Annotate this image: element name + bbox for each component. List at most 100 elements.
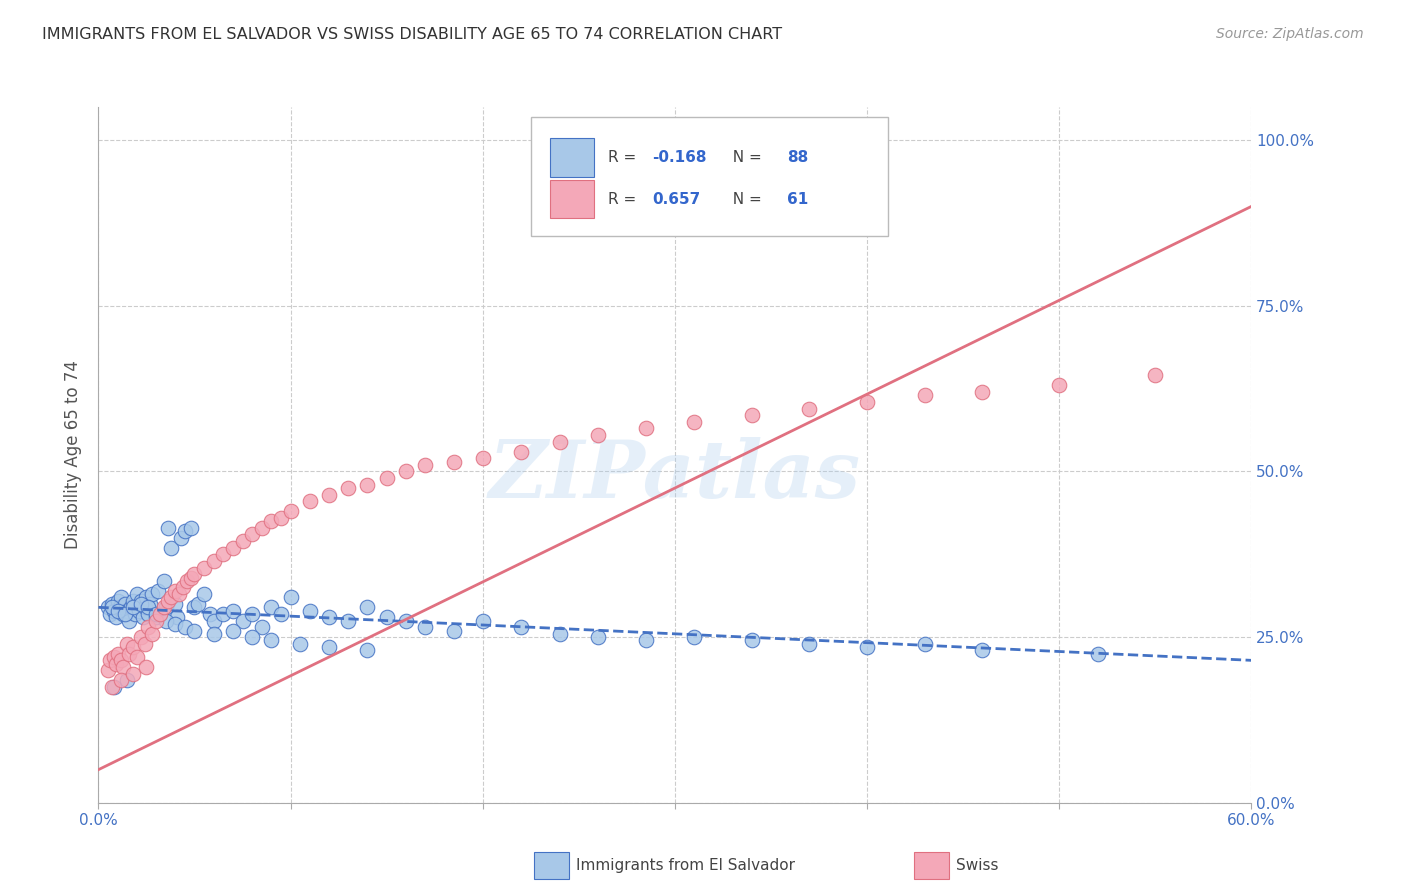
Point <box>104 610 127 624</box>
Point <box>183 624 205 638</box>
Text: ZIPatlas: ZIPatlas <box>489 437 860 515</box>
Point <box>101 680 124 694</box>
Text: Swiss: Swiss <box>956 858 998 872</box>
Point <box>122 600 145 615</box>
Point <box>280 591 302 605</box>
Point <box>117 604 139 618</box>
Point <box>122 666 145 681</box>
Point <box>134 600 156 615</box>
Point <box>260 600 283 615</box>
Point <box>298 604 321 618</box>
Point <box>318 610 340 624</box>
Point <box>98 607 121 621</box>
Point <box>174 620 197 634</box>
Point <box>170 531 193 545</box>
Point <box>337 614 360 628</box>
Point <box>166 610 188 624</box>
Text: Source: ZipAtlas.com: Source: ZipAtlas.com <box>1216 27 1364 41</box>
Point <box>110 673 132 688</box>
Point <box>471 451 494 466</box>
Point <box>240 527 263 541</box>
Point <box>110 591 132 605</box>
Point <box>107 604 129 618</box>
Point <box>145 610 167 624</box>
Point <box>202 614 225 628</box>
Point <box>120 600 142 615</box>
Point <box>260 633 283 648</box>
Point <box>586 630 609 644</box>
Point <box>972 643 994 657</box>
Point <box>395 614 418 628</box>
Point <box>222 624 245 638</box>
Point <box>145 614 167 628</box>
Point <box>548 627 571 641</box>
Point <box>183 567 205 582</box>
Point <box>165 616 187 631</box>
Point <box>240 607 263 621</box>
Point <box>231 534 254 549</box>
Point <box>1144 368 1167 383</box>
Point <box>160 541 183 555</box>
Point <box>149 607 172 621</box>
Point <box>129 597 152 611</box>
Point <box>212 607 235 621</box>
Point <box>160 591 183 605</box>
Point <box>413 620 436 634</box>
Point <box>443 454 465 468</box>
Point <box>972 384 994 399</box>
Point <box>471 614 494 628</box>
Point <box>634 633 657 648</box>
Text: N =: N = <box>723 192 766 207</box>
Point <box>180 521 202 535</box>
Point <box>107 593 129 607</box>
Point <box>443 624 465 638</box>
Point <box>280 504 302 518</box>
Text: 61: 61 <box>787 192 808 207</box>
Text: 88: 88 <box>787 150 808 165</box>
Point <box>146 583 169 598</box>
Point <box>104 657 127 671</box>
Point <box>1047 378 1070 392</box>
Point <box>375 471 398 485</box>
Point <box>180 570 202 584</box>
Point <box>240 630 263 644</box>
Point <box>193 560 215 574</box>
Point <box>134 637 156 651</box>
Point <box>231 614 254 628</box>
Text: 0.657: 0.657 <box>652 192 700 207</box>
Point <box>141 587 163 601</box>
Point <box>152 574 174 588</box>
Point <box>138 600 160 615</box>
Point <box>222 604 245 618</box>
Point <box>138 607 160 621</box>
Point <box>856 640 879 654</box>
Point <box>129 630 152 644</box>
Point <box>112 607 135 621</box>
Point <box>165 583 187 598</box>
Point <box>356 477 378 491</box>
Point <box>103 650 125 665</box>
Point <box>152 600 174 615</box>
Point <box>356 600 378 615</box>
Point <box>114 607 136 621</box>
Point <box>112 660 135 674</box>
Point <box>375 610 398 624</box>
Point <box>741 633 763 648</box>
Point <box>149 607 172 621</box>
Y-axis label: Disability Age 65 to 74: Disability Age 65 to 74 <box>65 360 83 549</box>
Point <box>131 610 153 624</box>
Point <box>97 663 120 677</box>
Point <box>122 593 145 607</box>
Point <box>198 607 221 621</box>
Point <box>395 465 418 479</box>
Point <box>318 488 340 502</box>
Point <box>337 481 360 495</box>
Bar <box>550 180 595 219</box>
Point <box>97 600 120 615</box>
Point <box>174 524 197 538</box>
Point <box>356 643 378 657</box>
Point <box>122 640 145 654</box>
Point <box>117 637 139 651</box>
Point <box>548 434 571 449</box>
Point <box>202 627 225 641</box>
